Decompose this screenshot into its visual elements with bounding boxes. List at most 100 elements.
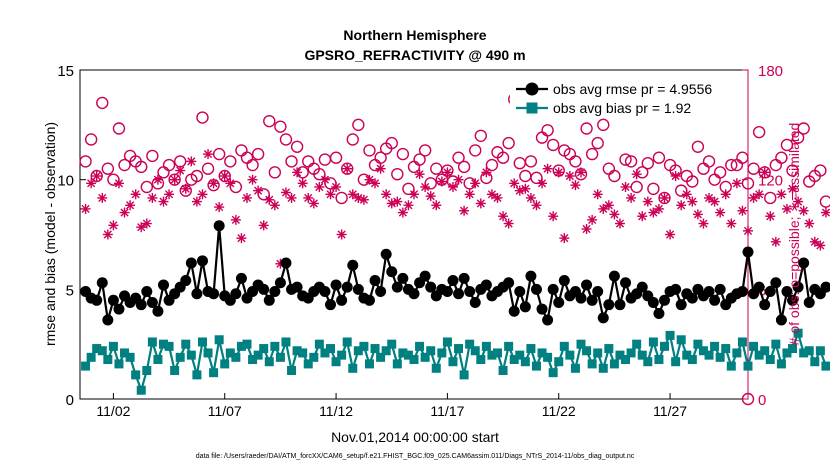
obs-possible-point xyxy=(485,158,499,172)
obs-assimilated-point xyxy=(342,163,353,174)
obs-possible-point xyxy=(697,162,710,175)
obs-assimilated-point xyxy=(470,178,481,189)
obs-possible-point xyxy=(279,133,293,146)
bias-point xyxy=(415,341,425,351)
obs-possible-point xyxy=(140,180,154,194)
obs-assimilated-point xyxy=(125,200,136,211)
rmse-point xyxy=(258,283,270,295)
obs-assimilated-point xyxy=(258,220,269,231)
obs-assimilated-point xyxy=(136,222,147,233)
bias-point xyxy=(799,348,809,358)
bias-point xyxy=(86,352,96,362)
obs-assimilated-point xyxy=(191,196,202,207)
obs-possible-point xyxy=(747,162,760,175)
rmse-point xyxy=(480,279,492,291)
bias-point xyxy=(292,346,302,356)
bias-point xyxy=(331,357,341,367)
obs-possible-point xyxy=(591,136,604,150)
bias-point xyxy=(175,352,185,362)
bias-point xyxy=(654,355,664,365)
rmse-point xyxy=(525,270,537,282)
rmse-point xyxy=(558,275,570,287)
obs-possible-point xyxy=(702,155,716,168)
obs-assimilated-point xyxy=(537,178,548,189)
bias-point xyxy=(648,337,658,347)
rmse-point xyxy=(670,283,682,295)
obs-assimilated-point xyxy=(214,202,225,213)
y-tick-label-left: 15 xyxy=(57,63,74,80)
rmse-point xyxy=(441,286,453,298)
obs-assimilated-point xyxy=(804,218,815,229)
rmse-point xyxy=(391,281,403,293)
rmse-point xyxy=(369,275,381,287)
rmse-point xyxy=(464,286,476,298)
bias-point xyxy=(810,357,820,367)
bias-point xyxy=(426,346,436,356)
rmse-point xyxy=(408,288,420,300)
rmse-point xyxy=(603,299,615,311)
legend-marker xyxy=(525,82,539,96)
obs-assimilated-point xyxy=(86,178,97,189)
bias-point xyxy=(520,357,530,367)
bias-point xyxy=(359,341,369,351)
obs-possible-point xyxy=(274,120,287,133)
bias-point xyxy=(236,341,246,351)
rmse-point xyxy=(781,286,793,298)
rmse-point xyxy=(586,294,598,306)
obs-possible-point xyxy=(691,140,705,153)
bias-point xyxy=(715,352,725,362)
bias-point xyxy=(170,365,180,375)
obs-assimilated-point xyxy=(670,171,681,182)
rmse-point xyxy=(363,294,375,306)
bias-point xyxy=(181,339,191,349)
rmse-point xyxy=(508,305,520,317)
obs-possible-point xyxy=(385,136,398,150)
bias-point xyxy=(431,363,441,373)
obs-assimilated-point xyxy=(620,181,631,192)
bias-point xyxy=(264,357,274,367)
rmse-point xyxy=(820,281,830,293)
obs-assimilated-point xyxy=(542,163,553,174)
x-tick-label: 11/12 xyxy=(319,403,353,419)
bias-point xyxy=(186,350,196,360)
obs-assimilated-point xyxy=(776,189,787,200)
rmse-point xyxy=(581,279,593,291)
rmse-point xyxy=(759,299,771,311)
obs-possible-point xyxy=(101,162,115,175)
bias-point xyxy=(420,352,430,362)
obs-assimilated-point xyxy=(336,229,347,240)
obs-assimilated-point xyxy=(459,205,470,216)
rmse-point xyxy=(714,283,726,295)
obs-assimilated-point xyxy=(570,180,581,191)
bias-point xyxy=(704,350,714,360)
obs-possible-point xyxy=(652,151,666,164)
obs-possible-point xyxy=(313,167,326,181)
obs-assimilated-point xyxy=(409,189,419,200)
obs-assimilated-point xyxy=(576,167,586,178)
bias-point xyxy=(621,355,631,365)
obs-possible-point xyxy=(90,169,103,183)
obs-assimilated-point xyxy=(286,192,297,203)
obs-possible-point xyxy=(302,155,315,168)
rmse-point xyxy=(352,283,364,295)
bias-point xyxy=(147,337,157,347)
x-tick-label: 11/02 xyxy=(96,403,130,419)
obs-assimilated-point xyxy=(269,200,280,211)
obs-possible-point xyxy=(285,155,298,168)
rmse-point xyxy=(274,277,286,289)
obs-assimilated-point xyxy=(704,192,715,203)
obs-assimilated-point xyxy=(292,167,303,178)
obs-assimilated-point xyxy=(141,218,152,229)
rmse-point xyxy=(280,257,292,269)
rmse-point xyxy=(208,288,220,300)
bias-point xyxy=(192,370,202,380)
bias-point xyxy=(303,359,313,369)
obs-assimilated-point xyxy=(765,211,776,222)
chart-title-line-1: Northern Hemisphere xyxy=(343,27,486,43)
bias-point xyxy=(197,337,207,347)
obs-assimilated-point xyxy=(381,189,392,200)
obs-assimilated-point xyxy=(687,196,698,207)
obs-assimilated-point xyxy=(253,185,264,196)
rmse-point xyxy=(263,294,275,306)
